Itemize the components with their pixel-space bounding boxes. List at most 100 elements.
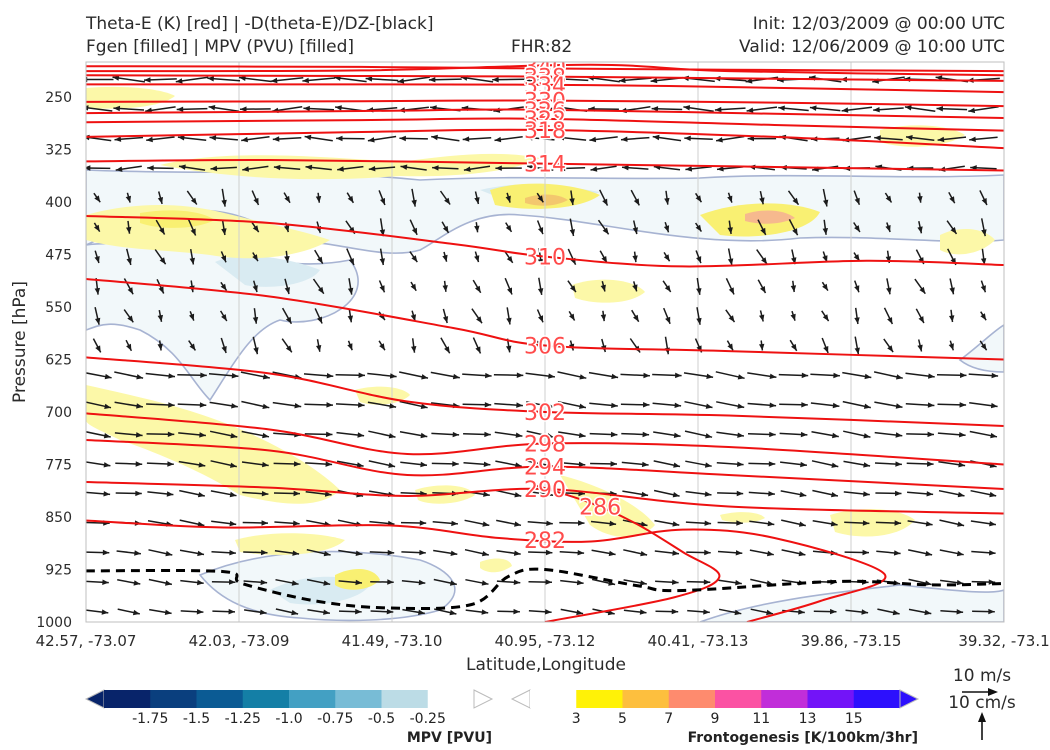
wind-vector-head bbox=[242, 166, 249, 172]
wind-vector-head bbox=[262, 374, 270, 380]
wind-vector-head bbox=[906, 135, 913, 141]
wind-vector-head bbox=[452, 461, 459, 467]
wind-vector-head bbox=[291, 609, 299, 616]
wind-vector-head bbox=[494, 136, 502, 143]
wind-vector-head bbox=[759, 314, 765, 322]
wind-vector-head bbox=[323, 609, 330, 615]
wind-vector-head bbox=[380, 198, 385, 205]
y-tick-label: 925 bbox=[45, 563, 72, 579]
plot-area: 3423403383343303263223183143103063022982… bbox=[85, 61, 1005, 623]
wind-vector-head bbox=[358, 402, 365, 408]
wind-vector-head bbox=[165, 550, 173, 557]
wind-vector-head bbox=[621, 136, 628, 142]
wind-vector-head bbox=[261, 520, 268, 526]
wind-vector-head bbox=[557, 135, 565, 141]
wind-vector-head bbox=[103, 433, 111, 439]
wind-vector-head bbox=[197, 579, 204, 586]
wind-vector-head bbox=[735, 580, 742, 586]
wind-vector-head bbox=[672, 579, 679, 585]
wind-vector-head bbox=[136, 403, 143, 409]
wind-vector-head bbox=[210, 165, 218, 172]
wind-vector-head bbox=[177, 135, 185, 141]
wind-vector-head bbox=[570, 285, 576, 293]
wind-vector-head bbox=[388, 433, 396, 439]
y-tick-label: 775 bbox=[45, 458, 72, 474]
wind-vector-head bbox=[420, 432, 428, 439]
wind-vector-head bbox=[854, 225, 860, 232]
wind-vector-head bbox=[505, 195, 511, 203]
wind-vector-head bbox=[164, 609, 172, 615]
wind-vector-head bbox=[759, 343, 765, 351]
wind-vector-head bbox=[633, 314, 639, 322]
wind-vector-head bbox=[735, 550, 743, 556]
wind-vector-head bbox=[608, 550, 616, 557]
wind-vector-head bbox=[379, 343, 385, 351]
wind-vector-head bbox=[200, 372, 207, 378]
title-line-1: Theta-E (K) [red] | -D(theta-E)/DZ-[blac… bbox=[86, 14, 434, 34]
theta-e-label-338: 338 bbox=[524, 66, 566, 91]
wind-vector-head bbox=[389, 373, 397, 379]
wind-vector-head bbox=[538, 315, 543, 323]
theta-e-contour-286 bbox=[535, 484, 721, 622]
wind-vector-head bbox=[513, 579, 521, 585]
wind-vector-head bbox=[716, 137, 723, 143]
wind-vector-head bbox=[958, 462, 966, 468]
wind-vector-head bbox=[158, 286, 164, 294]
wind-vector-head bbox=[823, 346, 829, 353]
wind-vector-head bbox=[442, 254, 448, 262]
theta-e-contour-298 bbox=[86, 412, 1004, 466]
theta-e-label-282: 282 bbox=[524, 529, 566, 554]
wind-vector-head bbox=[165, 580, 172, 586]
wind-vector-head bbox=[760, 227, 766, 235]
theta-e-label-318: 318 bbox=[524, 119, 566, 144]
wind-vector-head bbox=[665, 316, 671, 324]
wind-vector-head bbox=[538, 227, 544, 235]
y-tick-label: 325 bbox=[45, 143, 72, 159]
wind-vector-head bbox=[537, 195, 544, 203]
fgen-colorbar-tick: 3 bbox=[572, 711, 581, 727]
wind-vector-head bbox=[685, 166, 693, 172]
wind-vector-head bbox=[228, 608, 235, 615]
theta-e-label-302: 302 bbox=[524, 401, 566, 426]
fgen-colorbar-tick: 9 bbox=[711, 711, 720, 727]
wind-vector-head bbox=[474, 197, 480, 204]
wind-vector-head bbox=[432, 165, 439, 171]
wind-vector-head bbox=[823, 199, 829, 207]
wind-vector-head bbox=[476, 316, 482, 324]
forecast-hour: FHR:82 bbox=[511, 37, 573, 57]
wind-vector-head bbox=[841, 107, 849, 113]
wind-vector-head bbox=[991, 372, 999, 379]
wind-vector-head bbox=[727, 195, 733, 203]
wind-vector-head bbox=[262, 461, 269, 468]
wind-vector-head bbox=[832, 432, 839, 439]
wind-vector-head bbox=[727, 227, 733, 234]
wind-vector-head bbox=[927, 402, 935, 408]
wind-vector-head bbox=[442, 225, 449, 233]
wind-vector-head bbox=[157, 343, 163, 351]
mpv-colorbar-swatch bbox=[242, 690, 290, 708]
wind-vector-head bbox=[830, 521, 838, 527]
wind-vector-head bbox=[809, 105, 817, 111]
wind-vector-head bbox=[481, 580, 489, 586]
wind-vector-head bbox=[516, 402, 523, 408]
wind-vector-head bbox=[524, 78, 531, 84]
wind-vector-head bbox=[980, 258, 987, 265]
wind-vector-head bbox=[924, 580, 932, 586]
wind-vector-head bbox=[514, 492, 522, 498]
wind-vector-head bbox=[347, 315, 353, 323]
wind-vector-head bbox=[94, 224, 100, 232]
wind-vector-head bbox=[790, 285, 797, 292]
wind-vector-head bbox=[640, 580, 647, 586]
wind-vector-head bbox=[546, 520, 553, 526]
wind-vector-head bbox=[387, 579, 394, 585]
wind-vector-head bbox=[664, 285, 671, 292]
wind-vector-head bbox=[209, 135, 217, 141]
wind-vector-head bbox=[481, 609, 489, 615]
wind-vector-head bbox=[862, 520, 870, 526]
wind-vector-head bbox=[736, 520, 743, 526]
wind-vector-head bbox=[221, 314, 227, 321]
wind-vector-head bbox=[229, 491, 237, 498]
wind-vector-head bbox=[609, 520, 617, 527]
wind-vector-head bbox=[650, 77, 658, 84]
wind-vector-head bbox=[126, 343, 132, 351]
